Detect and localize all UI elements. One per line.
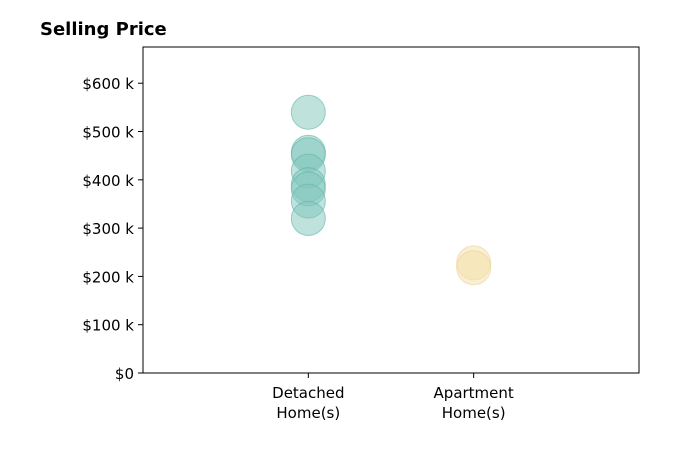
x-tick-label: Apartment	[434, 384, 514, 402]
data-point	[290, 94, 326, 130]
plot-frame	[142, 46, 640, 374]
x-tick-label: Home(s)	[442, 404, 506, 422]
y-tick-label: $400 k	[82, 172, 134, 190]
y-tick-label: $0	[115, 365, 134, 383]
data-point	[290, 200, 326, 236]
x-tick-label: Home(s)	[276, 404, 340, 422]
chart-title: Selling Price	[40, 19, 167, 40]
plot-points	[290, 94, 492, 286]
x-tick-label: Detached	[272, 384, 344, 402]
y-tick-label: $100 k	[82, 317, 134, 335]
y-tick-label: $600 k	[82, 75, 134, 93]
y-tick-label: $200 k	[82, 268, 134, 286]
y-axis: $0 $100 k $200 k $300 k $400 k $500 k $600 k	[82, 75, 143, 383]
data-point	[456, 250, 492, 286]
x-axis: Detached Home(s) Apartment Home(s)	[272, 373, 514, 422]
y-tick-label: $300 k	[82, 220, 134, 238]
y-tick-label: $500 k	[82, 124, 134, 142]
